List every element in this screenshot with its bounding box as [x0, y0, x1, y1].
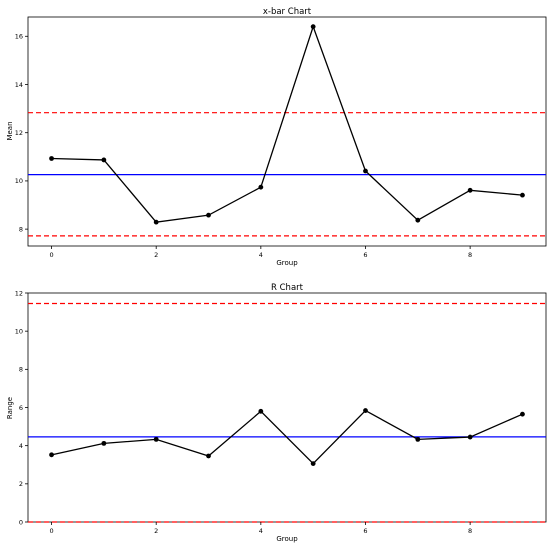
- x-axis-label: Group: [276, 259, 298, 267]
- data-point: [258, 408, 264, 414]
- data-point: [101, 157, 107, 163]
- x-tick-label: 8: [468, 251, 472, 259]
- data-point: [310, 24, 316, 30]
- plot-frame: [27, 292, 547, 523]
- x-tick-label: 8: [468, 527, 472, 535]
- data-point: [415, 436, 421, 442]
- data-point: [258, 184, 264, 190]
- y-axis-label: Mean: [6, 121, 14, 140]
- y-tick-label: 14: [15, 81, 23, 89]
- data-point: [467, 187, 473, 193]
- x-tick-label: 6: [363, 527, 367, 535]
- data-point: [101, 440, 107, 446]
- plot-frame: [27, 16, 547, 247]
- data-point: [310, 461, 316, 467]
- data-point: [206, 212, 211, 218]
- x-tick-label: 0: [49, 251, 53, 259]
- series-line: [51, 24, 523, 223]
- data-point: [520, 411, 525, 417]
- y-tick-label: 2: [19, 480, 23, 488]
- y-tick-label: 10: [15, 177, 23, 185]
- x-tick-label: 4: [259, 251, 263, 259]
- data-point: [206, 453, 211, 459]
- x-tick-label: 4: [259, 527, 263, 535]
- r-chart-panel: R Chart Group Range 0 2 4 6 8 0 2 4 6 8 10 12: [6, 283, 547, 543]
- data-point: [520, 192, 525, 198]
- data-point: [415, 217, 421, 223]
- y-axis-label: Range: [6, 397, 14, 419]
- chart-title: R Chart: [271, 283, 304, 293]
- x-bar-chart-panel: x-bar Chart Group Mean 0 2 4 6 8 8 10 12 14 16: [6, 7, 547, 267]
- data-point: [49, 452, 54, 458]
- chart-title: x-bar Chart: [263, 7, 312, 17]
- y-tick-label: 6: [19, 404, 23, 412]
- data-point: [363, 168, 368, 174]
- y-tick-label: 12: [15, 289, 23, 297]
- y-tick-label: 0: [19, 518, 23, 526]
- y-tick-label: 8: [19, 366, 23, 374]
- y-tick-label: 16: [15, 33, 23, 41]
- x-tick-label: 2: [154, 527, 158, 535]
- x-tick-label: 6: [363, 251, 367, 259]
- x-tick-label: 0: [49, 527, 53, 535]
- x-axis-label: Group: [276, 535, 298, 543]
- data-point: [49, 156, 54, 161]
- y-tick-label: 4: [19, 442, 23, 450]
- x-tick-label: 2: [154, 251, 158, 259]
- data-point: [363, 408, 368, 413]
- series-line: [51, 409, 523, 465]
- data-point: [153, 219, 159, 225]
- y-tick-label: 12: [15, 129, 23, 137]
- y-tick-label: 10: [15, 327, 23, 335]
- data-point: [467, 434, 473, 440]
- data-point: [153, 436, 159, 442]
- y-tick-label: 8: [19, 225, 23, 233]
